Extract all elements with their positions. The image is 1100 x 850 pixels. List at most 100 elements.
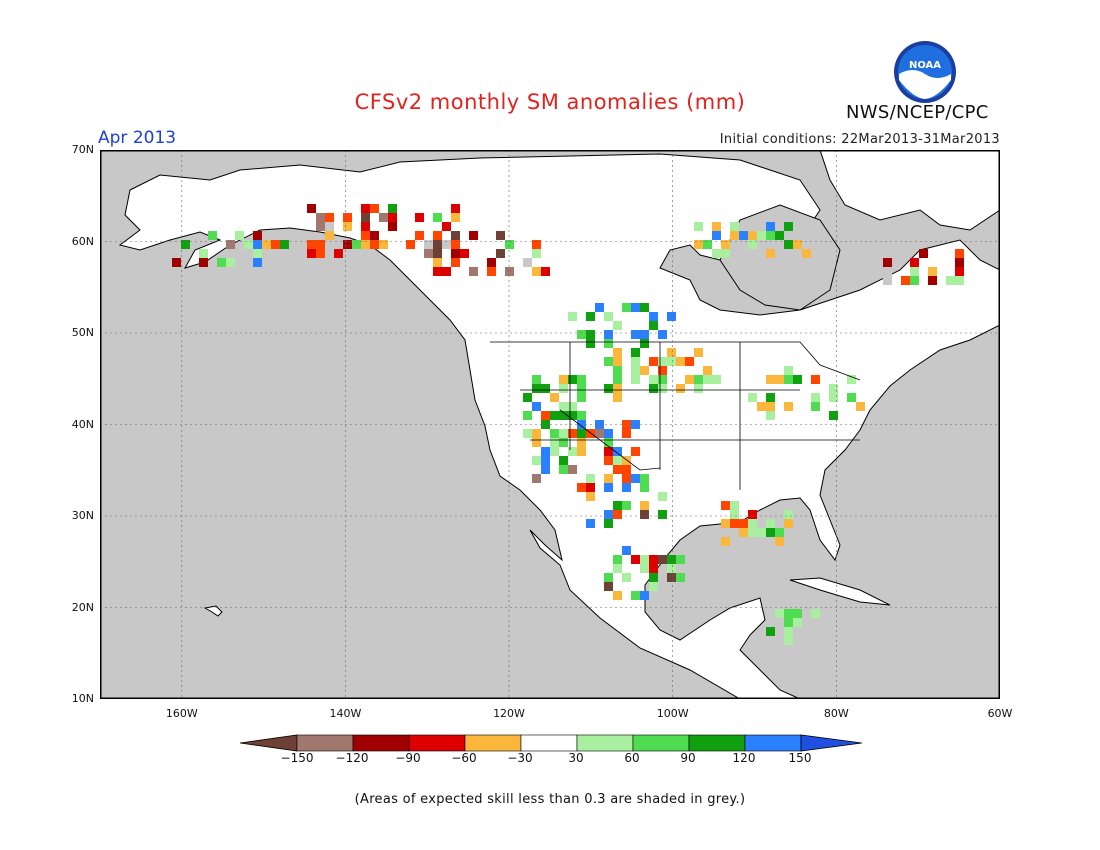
anomaly-cell [253, 258, 262, 267]
anomaly-cell [271, 240, 280, 249]
anomaly-cell [667, 555, 676, 564]
anomaly-cell [280, 240, 289, 249]
anomaly-cell [343, 213, 352, 222]
anomaly-cell [730, 231, 739, 240]
anomaly-cell [658, 330, 667, 339]
anomaly-cell [316, 240, 325, 249]
anomaly-cell [775, 231, 784, 240]
anomaly-cell [622, 465, 631, 474]
anomaly-cell [901, 276, 910, 285]
cuba [789, 577, 891, 606]
anomaly-cell [541, 411, 550, 420]
anomaly-cell [802, 249, 811, 258]
anomaly-cell [712, 231, 721, 240]
anomaly-cell [523, 411, 532, 420]
anomaly-cell [595, 420, 604, 429]
anomaly-cell [523, 429, 532, 438]
anomaly-cell [523, 393, 532, 402]
anomaly-cell [793, 375, 802, 384]
anomaly-cell [532, 474, 541, 483]
anomaly-cell [766, 402, 775, 411]
anomaly-cell [451, 249, 460, 258]
anomaly-cell [244, 240, 253, 249]
anomaly-cell [748, 231, 757, 240]
anomaly-cell [631, 303, 640, 312]
anomaly-cell [604, 384, 613, 393]
lat-label: 60N [71, 235, 94, 248]
anomaly-cell [613, 564, 622, 573]
anomaly-cell [667, 564, 676, 573]
anomaly-cell [712, 249, 721, 258]
anomaly-cell [757, 231, 766, 240]
anomaly-cell [640, 483, 649, 492]
hawaii [203, 605, 223, 617]
anomaly-cell [757, 528, 766, 537]
scale-tick: −30 [507, 751, 533, 765]
anomaly-cell [766, 627, 775, 636]
anomaly-cell [550, 438, 559, 447]
scale-segment [352, 734, 410, 752]
anomaly-cell [496, 249, 505, 258]
anomaly-cell [784, 240, 793, 249]
anomaly-cell [550, 447, 559, 456]
anomaly-cell [388, 213, 397, 222]
scale-tick: 60 [624, 751, 640, 765]
scale-tick: 90 [680, 751, 696, 765]
anomaly-cell [748, 393, 757, 402]
anomaly-cell [676, 573, 685, 582]
anomaly-cell [568, 402, 577, 411]
anomaly-cell [505, 240, 514, 249]
anomaly-cell [640, 510, 649, 519]
anomaly-cell [604, 573, 613, 582]
anomaly-cell [370, 204, 379, 213]
scale-segment [632, 734, 690, 752]
anomaly-cell [424, 240, 433, 249]
anomaly-cell [487, 258, 496, 267]
anomaly-cell [613, 348, 622, 357]
anomaly-cell [694, 222, 703, 231]
anomaly-cell [541, 384, 550, 393]
anomaly-cell [694, 384, 703, 393]
lat-label: 70N [71, 143, 94, 156]
scale-segment [576, 734, 634, 752]
anomaly-cell [262, 240, 271, 249]
anomaly-cell [595, 429, 604, 438]
anomaly-cell [361, 204, 370, 213]
anomaly-cell [613, 591, 622, 600]
anomaly-cell [604, 447, 613, 456]
anomaly-cell [748, 510, 757, 519]
anomaly-cell [847, 393, 856, 402]
anomaly-cell [577, 429, 586, 438]
anomaly-cell [433, 240, 442, 249]
agency-label: NWS/NCEP/CPC [846, 102, 989, 123]
anomaly-cell [856, 402, 865, 411]
anomaly-cell [739, 528, 748, 537]
anomaly-cell [748, 519, 757, 528]
anomaly-cell [883, 258, 892, 267]
anomaly-cell [748, 240, 757, 249]
anomaly-cell [577, 411, 586, 420]
anomaly-cell [532, 249, 541, 258]
anomaly-cell [622, 429, 631, 438]
anomaly-cell [541, 267, 550, 276]
anomaly-cell [730, 501, 739, 510]
anomaly-cell [559, 411, 568, 420]
anomaly-cell [469, 267, 478, 276]
anomaly-cell [559, 438, 568, 447]
anomaly-cell [784, 510, 793, 519]
anomaly-cell [532, 456, 541, 465]
anomaly-cell [766, 519, 775, 528]
anomaly-cell [649, 573, 658, 582]
anomaly-cells [172, 204, 964, 645]
anomaly-cell [379, 240, 388, 249]
anomaly-cell [604, 483, 613, 492]
anomaly-cell [559, 456, 568, 465]
anomaly-cell [766, 375, 775, 384]
scale-tick: −150 [280, 751, 314, 765]
scale-tick: 120 [732, 751, 756, 765]
anomaly-cell [721, 537, 730, 546]
anomaly-cell [568, 411, 577, 420]
anomaly-cell [433, 249, 442, 258]
anomaly-cell [784, 618, 793, 627]
color-scale-bar [240, 734, 862, 752]
